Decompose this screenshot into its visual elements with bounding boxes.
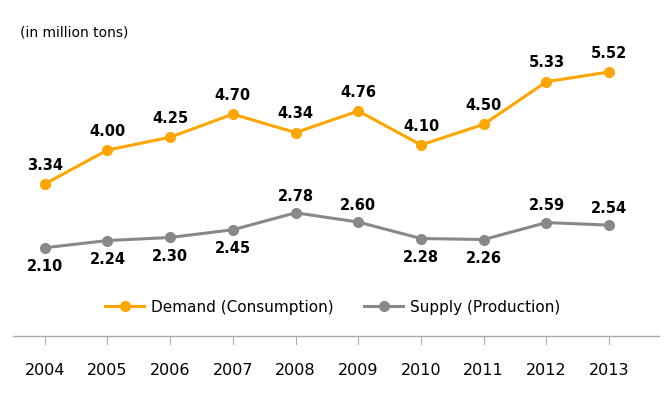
Text: 4.34: 4.34 xyxy=(278,106,314,121)
Supply (Production) xyxy=(292,211,300,215)
Text: 5.52: 5.52 xyxy=(591,46,627,60)
Supply (Production) xyxy=(417,236,425,241)
Text: 2004: 2004 xyxy=(25,363,65,378)
Text: 2008: 2008 xyxy=(275,363,316,378)
Text: 5.33: 5.33 xyxy=(528,55,565,70)
Supply (Production) xyxy=(229,227,237,232)
Text: 2005: 2005 xyxy=(87,363,128,378)
Demand (Consumption) xyxy=(292,130,300,135)
Text: 2007: 2007 xyxy=(212,363,253,378)
Text: 2.59: 2.59 xyxy=(528,198,565,213)
Text: 2.78: 2.78 xyxy=(278,189,314,203)
Text: 2.30: 2.30 xyxy=(152,249,188,264)
Line: Supply (Production): Supply (Production) xyxy=(40,208,614,253)
Text: 4.25: 4.25 xyxy=(152,111,188,126)
Text: 2.54: 2.54 xyxy=(591,201,627,216)
Text: 2009: 2009 xyxy=(338,363,378,378)
Demand (Consumption) xyxy=(103,148,111,152)
Text: 2.26: 2.26 xyxy=(466,251,501,266)
Text: 2.10: 2.10 xyxy=(27,259,63,274)
Text: 2006: 2006 xyxy=(150,363,190,378)
Text: 4.50: 4.50 xyxy=(466,98,502,113)
Supply (Production) xyxy=(480,237,488,242)
Text: 2011: 2011 xyxy=(464,363,504,378)
Text: 2.60: 2.60 xyxy=(340,198,376,213)
Demand (Consumption) xyxy=(229,112,237,117)
Supply (Production) xyxy=(166,235,174,240)
Text: (in million tons): (in million tons) xyxy=(20,26,129,40)
Demand (Consumption) xyxy=(41,181,49,186)
Demand (Consumption) xyxy=(354,109,362,113)
Legend: Demand (Consumption), Supply (Production): Demand (Consumption), Supply (Production… xyxy=(99,293,567,321)
Text: 4.70: 4.70 xyxy=(214,88,251,103)
Supply (Production) xyxy=(103,238,111,243)
Text: 3.34: 3.34 xyxy=(27,158,63,173)
Text: 2.28: 2.28 xyxy=(403,250,439,265)
Supply (Production) xyxy=(41,245,49,250)
Demand (Consumption) xyxy=(480,122,488,127)
Text: 2012: 2012 xyxy=(526,363,567,378)
Text: 4.00: 4.00 xyxy=(89,124,125,139)
Demand (Consumption) xyxy=(542,79,550,84)
Supply (Production) xyxy=(542,220,550,225)
Line: Demand (Consumption): Demand (Consumption) xyxy=(40,67,614,189)
Supply (Production) xyxy=(605,223,613,228)
Text: 4.10: 4.10 xyxy=(403,119,439,134)
Text: 2.24: 2.24 xyxy=(89,252,125,267)
Demand (Consumption) xyxy=(417,142,425,147)
Demand (Consumption) xyxy=(605,70,613,74)
Supply (Production) xyxy=(354,220,362,224)
Demand (Consumption) xyxy=(166,135,174,140)
Text: 2010: 2010 xyxy=(401,363,442,378)
Text: 4.76: 4.76 xyxy=(340,85,376,100)
Text: 2.45: 2.45 xyxy=(214,241,251,256)
Text: 2013: 2013 xyxy=(589,363,629,378)
